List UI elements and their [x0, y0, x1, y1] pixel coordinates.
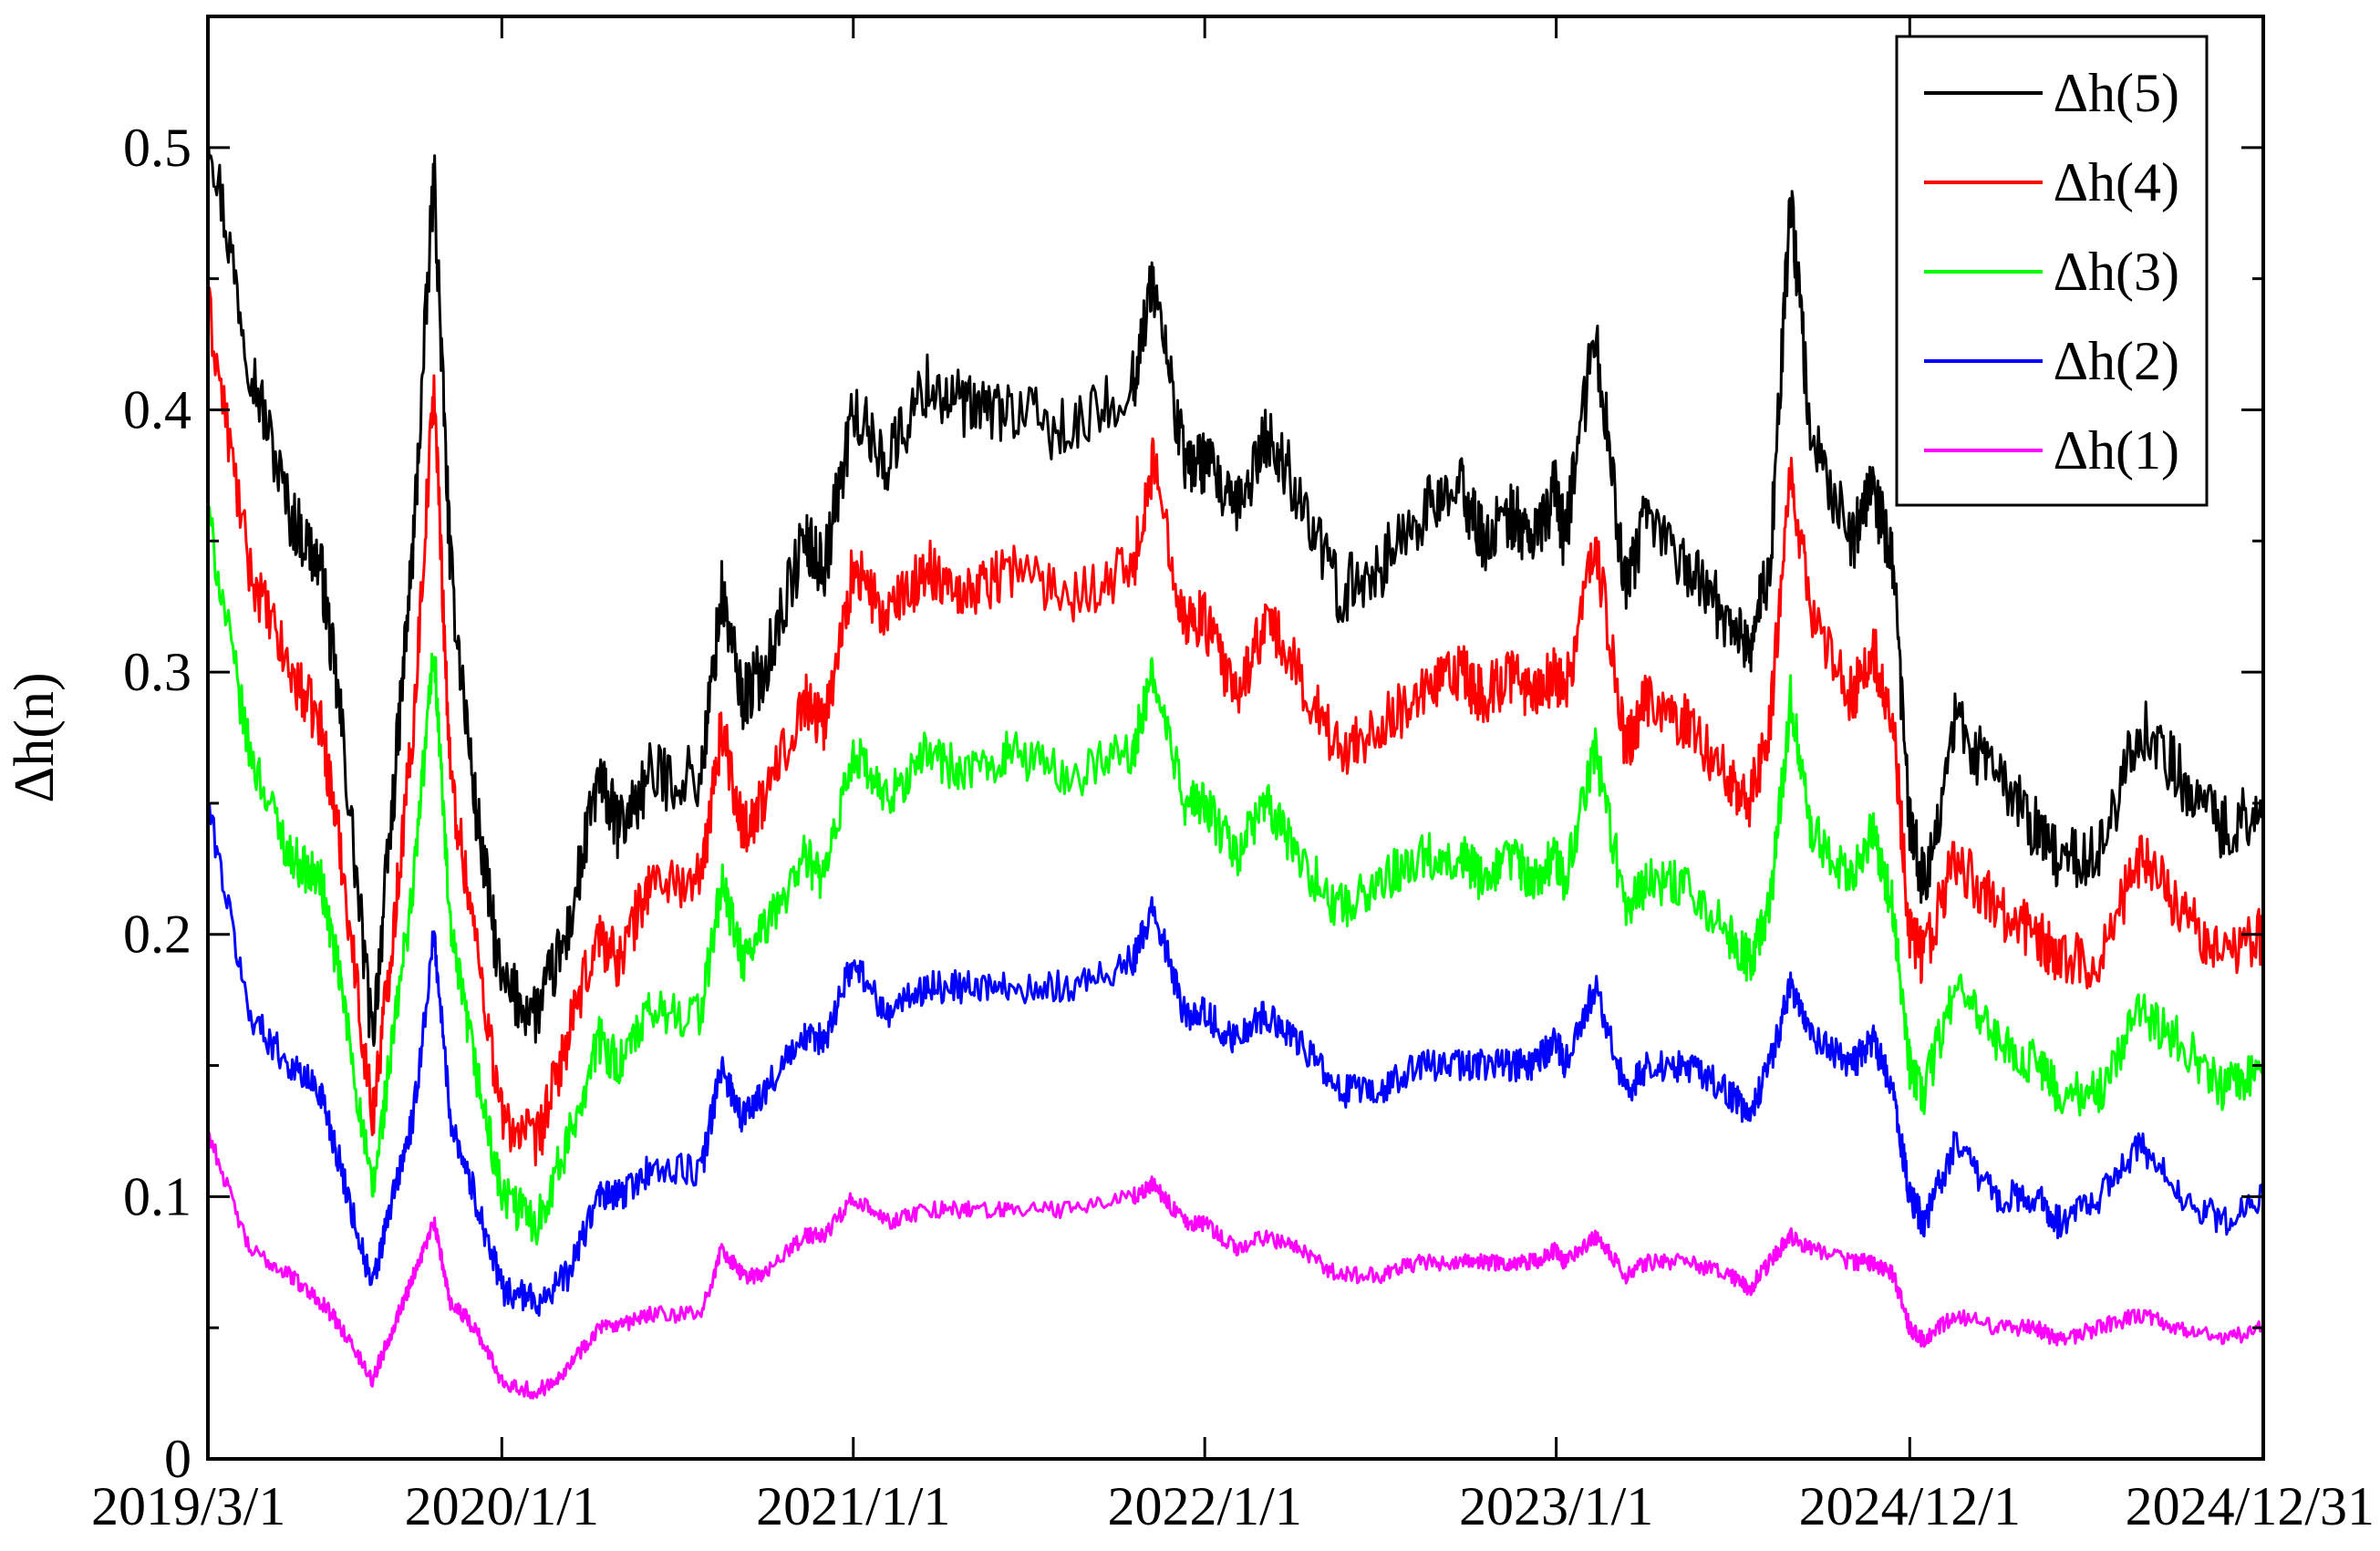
- legend-label: Δh(2): [2053, 331, 2179, 391]
- legend: Δh(5) Δh(4) Δh(3) Δh(2) Δh(1): [1895, 35, 2209, 507]
- series-line-h-2: [206, 801, 2265, 1318]
- series-line-h-5: [206, 136, 2265, 1047]
- series-line-h-3: [206, 505, 2265, 1246]
- y-tick-label: 0.3: [123, 642, 191, 702]
- series-line-h-4: [206, 286, 2265, 1167]
- x-tick-label: 2024/12/1: [1799, 1476, 2021, 1536]
- x-tick-label: 2021/1/1: [756, 1476, 950, 1536]
- series-layer: [206, 136, 2265, 1400]
- series-line-h-1: [206, 1131, 2265, 1400]
- axes-layer: 0 0.1 0.2 0.3 0.4 0.5 2019/3/1 2020/1/1 2021/1/1…: [91, 16, 2375, 1536]
- legend-entries: Δh(5) Δh(4) Δh(3) Δh(2) Δh(1): [1924, 63, 2179, 481]
- y-tick-label: 0.5: [123, 118, 191, 178]
- x-tick-label: 2019/3/1: [91, 1476, 285, 1536]
- y-axis-label: Δh(n): [4, 672, 66, 802]
- x-tick-label: 2023/1/1: [1459, 1476, 1653, 1536]
- legend-label: Δh(5): [2053, 63, 2179, 123]
- x-tick-label: 2020/1/1: [405, 1476, 599, 1536]
- x-tick-label: 2024/12/31: [2126, 1476, 2375, 1536]
- y-tick-label: 0.4: [123, 379, 191, 439]
- y-tick-label: 0.2: [123, 905, 191, 965]
- legend-label: Δh(3): [2053, 242, 2179, 302]
- legend-label: Δh(1): [2053, 420, 2179, 481]
- x-tick-label: 2022/1/1: [1108, 1476, 1302, 1536]
- legend-label: Δh(4): [2053, 152, 2179, 212]
- plot-frame: [206, 15, 2265, 1461]
- y-tick-label: 0.1: [123, 1166, 191, 1226]
- y-tick-label: 0: [164, 1429, 191, 1489]
